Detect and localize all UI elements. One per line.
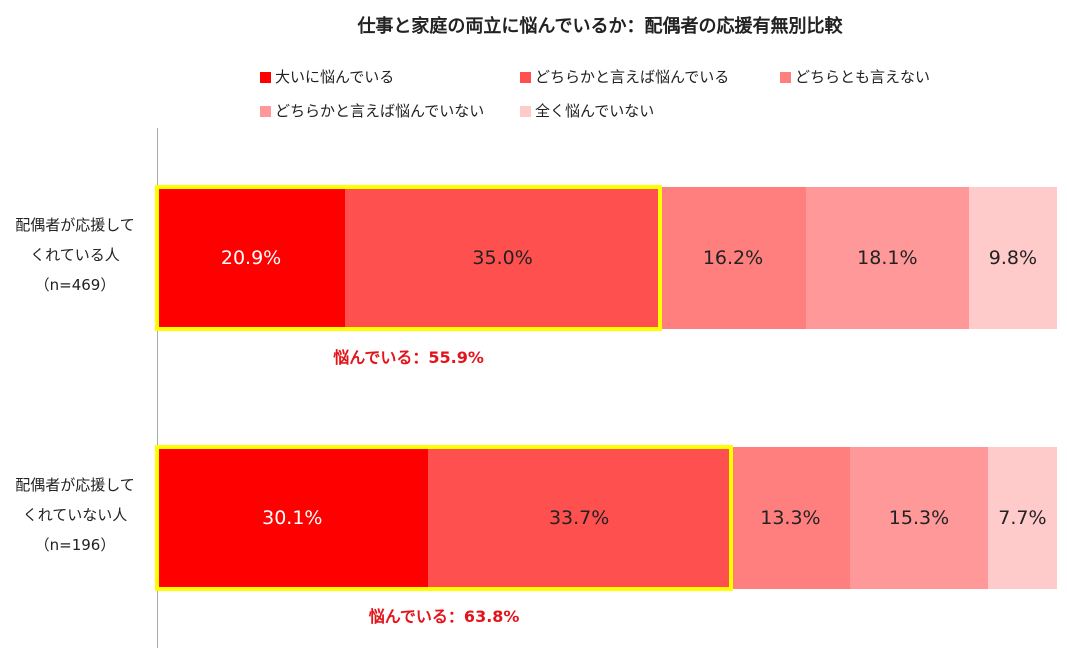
bar-segment: 9.8%	[968, 187, 1057, 329]
data-label: 30.1%	[262, 507, 323, 529]
legend-swatch	[520, 72, 531, 83]
data-label: 7.7%	[998, 507, 1047, 529]
legend-swatch	[780, 72, 791, 83]
bar-segment: 16.2%	[660, 187, 806, 329]
legend-swatch	[260, 72, 271, 83]
bar-row: 30.1% 33.7% 13.3% 15.3% 7.7%	[157, 447, 1057, 589]
legend-item: どちらかと言えば悩んでいない	[260, 100, 484, 121]
legend-label: どちらかと言えば悩んでいない	[275, 102, 485, 120]
legend-label: どちらかと言えば悩んでいる	[535, 68, 730, 86]
legend-item: 大いに悩んでいる	[260, 66, 394, 87]
data-label: 9.8%	[988, 247, 1038, 269]
data-label: 35.0%	[472, 247, 533, 269]
category-label: 配偶者が応援して くれていない人 （n=196）	[0, 470, 150, 560]
bar-segment: 13.3%	[730, 447, 851, 589]
bar-segment: 18.1%	[805, 187, 969, 329]
legend-label: 大いに悩んでいる	[275, 68, 395, 86]
chart-title: 仕事と家庭の両立に悩んでいるか：配偶者の応援有無別比較	[357, 16, 843, 37]
bar-row: 20.9% 35.0% 16.2% 18.1% 9.8%	[157, 187, 1057, 329]
data-label: 33.7%	[548, 507, 610, 529]
bar-segment: 15.3%	[850, 447, 988, 589]
bar-segment: 7.7%	[987, 447, 1057, 589]
category-label-line: 配偶者が応援して	[15, 476, 135, 494]
category-axis-line	[157, 128, 158, 648]
data-label: 13.3%	[760, 507, 821, 529]
bar-segment: 33.7%	[427, 447, 731, 589]
legend-swatch	[520, 106, 531, 117]
category-label-line: くれている人	[30, 246, 120, 264]
bar-segment: 20.9%	[157, 187, 346, 329]
legend-item: 全く悩んでいない	[520, 100, 654, 121]
legend-swatch	[260, 106, 271, 117]
category-label-line: くれていない人	[22, 506, 128, 524]
legend-label: どちらとも言えない	[795, 68, 931, 86]
bar-segment: 30.1%	[157, 447, 428, 589]
legend-item: どちらかと言えば悩んでいる	[520, 66, 729, 87]
legend-item: どちらとも言えない	[780, 66, 930, 87]
category-label: 配偶者が応援して くれている人 （n=469）	[0, 210, 150, 300]
summary-label: 悩んでいる：55.9%	[333, 348, 484, 367]
category-label-line: （n=469）	[34, 276, 116, 294]
category-label-line: 配偶者が応援して	[15, 216, 135, 234]
data-label: 15.3%	[888, 507, 950, 529]
bar-segment: 35.0%	[345, 187, 661, 329]
data-label: 20.9%	[220, 247, 282, 269]
data-label: 16.2%	[702, 247, 764, 269]
data-label: 18.1%	[857, 247, 918, 269]
summary-label: 悩んでいる：63.8%	[368, 607, 520, 626]
legend-label: 全く悩んでいない	[535, 102, 655, 120]
category-label-line: （n=196）	[34, 536, 116, 554]
